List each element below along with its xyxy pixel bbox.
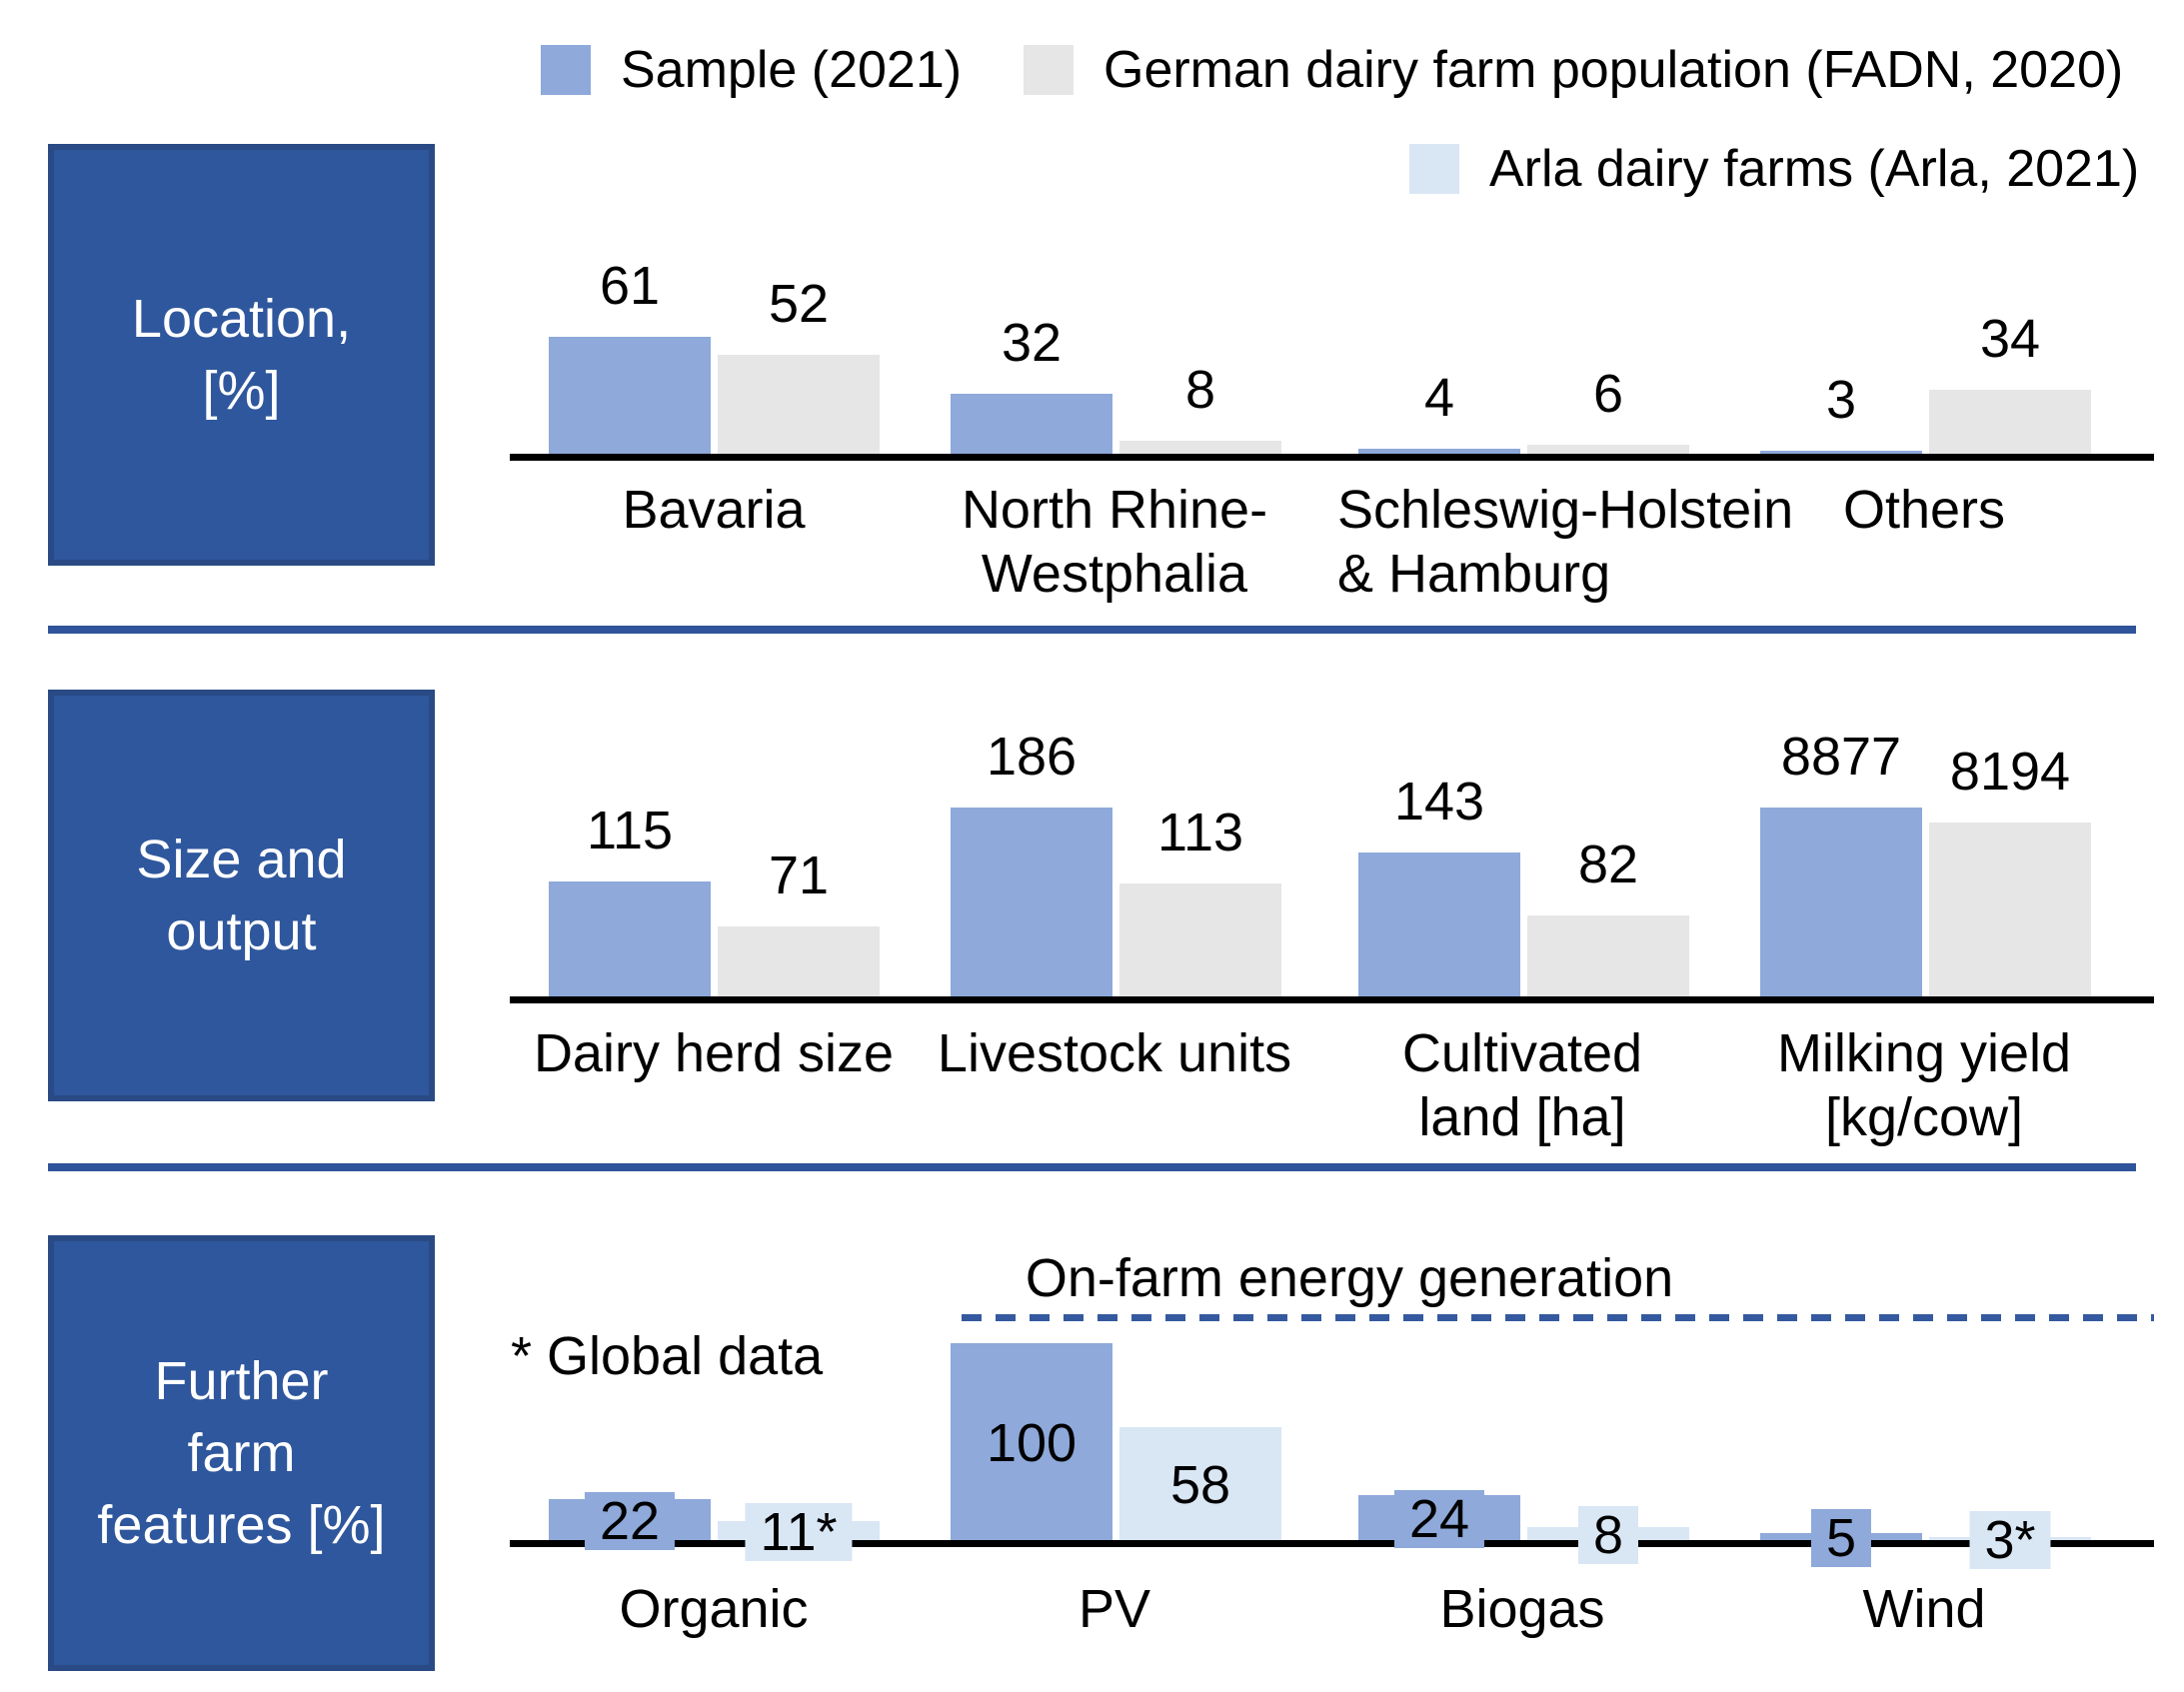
bar-value-label: 82 bbox=[1577, 835, 1639, 894]
bar-value-label: 11* bbox=[745, 1503, 853, 1561]
bar-value-label: 8 bbox=[1577, 1506, 1639, 1564]
panel-title-line: features [%] bbox=[97, 1495, 386, 1555]
category-label-line: PV bbox=[1078, 1579, 1151, 1639]
category-label: Livestock units bbox=[938, 1021, 1291, 1085]
bar-p2-g2-sample bbox=[951, 808, 1112, 999]
bar-value-label: 8194 bbox=[1949, 742, 2071, 802]
bar-value-label: 186 bbox=[986, 727, 1078, 787]
bar-p2-g4-fadn bbox=[1929, 823, 2091, 999]
legend-swatch-sample bbox=[541, 45, 591, 95]
category-label: PV bbox=[1079, 1577, 1150, 1641]
bar-value-label: 52 bbox=[768, 274, 830, 334]
energy-generation-dashed-line bbox=[962, 1314, 2154, 1321]
panel-title-line: Further bbox=[154, 1351, 329, 1411]
category-label: Schleswig-Holstein & Hamburg bbox=[1337, 478, 1793, 606]
axis-line bbox=[510, 1540, 2154, 1547]
bar-p1-g3-sample bbox=[1358, 449, 1520, 457]
legend-swatch-arla bbox=[1409, 144, 1459, 194]
section-divider bbox=[48, 626, 2136, 634]
bar-p1-g1-sample bbox=[549, 337, 711, 457]
bar-value-label: 115 bbox=[586, 801, 674, 860]
category-label: Biogas bbox=[1439, 1577, 1604, 1641]
category-label-line: Livestock units bbox=[937, 1023, 1292, 1083]
category-label-line: Schleswig-Holstein bbox=[1337, 480, 1794, 540]
bar-value-label: 6 bbox=[1592, 364, 1624, 424]
category-label-line: North Rhine- bbox=[961, 480, 1268, 540]
legend-label-fadn: German dairy farm population (FADN, 2020… bbox=[1103, 41, 2124, 99]
category-label: Cultivated land [ha] bbox=[1402, 1021, 1642, 1149]
category-label-line: & Hamburg bbox=[1337, 544, 1611, 604]
category-label: Bavaria bbox=[622, 478, 805, 542]
bar-value-label: 22 bbox=[584, 1492, 676, 1550]
bar-p1-g4-fadn bbox=[1929, 390, 2091, 457]
legend-item-fadn: German dairy farm population (FADN, 2020… bbox=[1024, 44, 2123, 96]
category-label-line: Milking yield bbox=[1776, 1023, 2072, 1083]
legend-label-arla: Arla dairy farms (Arla, 2021) bbox=[1489, 140, 2140, 198]
category-label-line: [kg/cow] bbox=[1824, 1087, 2024, 1147]
bar-value-label: 3 bbox=[1825, 370, 1857, 430]
panel-title-line: [%] bbox=[202, 361, 281, 421]
category-label-line: Westphalia bbox=[981, 544, 1248, 604]
bar-p2-g3-fadn bbox=[1527, 915, 1689, 999]
panel-title-line: output bbox=[166, 901, 317, 961]
category-label: Organic bbox=[619, 1577, 808, 1641]
category-label: Dairy herd size bbox=[534, 1021, 894, 1085]
legend-swatch-fadn bbox=[1024, 45, 1074, 95]
bar-p2-g1-sample bbox=[549, 881, 711, 999]
bar-p2-g2-fadn bbox=[1119, 883, 1281, 999]
panel-title-box-size-output: Size and output bbox=[48, 690, 435, 1101]
category-label-line: Bavaria bbox=[622, 480, 806, 540]
bar-value-label: 8 bbox=[1184, 360, 1216, 420]
panel-title-box-location: Location, [%] bbox=[48, 144, 435, 566]
bar-p1-g2-fadn bbox=[1119, 441, 1281, 457]
category-label: North Rhine- Westphalia bbox=[962, 478, 1267, 606]
bar-value-label: 34 bbox=[1979, 309, 2041, 369]
bar-value-label: 58 bbox=[1154, 1456, 1246, 1514]
bar-p1-g2-sample bbox=[951, 394, 1112, 457]
category-label: Milking yield [kg/cow] bbox=[1777, 1021, 2071, 1149]
panel-title-line: Size and bbox=[136, 830, 347, 889]
energy-generation-title: On-farm energy generation bbox=[1025, 1248, 1674, 1308]
legend-item-sample: Sample (2021) bbox=[541, 44, 962, 96]
category-label: Wind bbox=[1862, 1577, 1985, 1641]
bar-value-label: 8877 bbox=[1780, 727, 1902, 787]
category-label-line: Biogas bbox=[1439, 1579, 1605, 1639]
bar-value-label: 113 bbox=[1156, 803, 1244, 862]
bar-p2-g3-sample bbox=[1358, 852, 1520, 999]
category-label: Others bbox=[1843, 478, 2005, 542]
bar-value-label: 71 bbox=[768, 846, 830, 905]
global-data-note: * Global data bbox=[511, 1326, 824, 1386]
category-label-line: Cultivated bbox=[1401, 1023, 1643, 1083]
panel-title-line: farm bbox=[187, 1423, 296, 1483]
bar-value-label: 100 bbox=[971, 1414, 1092, 1472]
bar-p2-g1-fadn bbox=[718, 926, 880, 999]
bar-p2-g4-sample bbox=[1760, 808, 1922, 999]
bar-value-label: 4 bbox=[1423, 368, 1455, 428]
panel-title-box-farm-features: Further farm features [%] bbox=[48, 1235, 435, 1671]
panel-title-line: Location, bbox=[131, 289, 352, 349]
category-label-line: Dairy herd size bbox=[533, 1023, 895, 1083]
category-label-line: Wind bbox=[1862, 1579, 1986, 1639]
legend-label-sample: Sample (2021) bbox=[621, 41, 963, 99]
legend-item-arla: Arla dairy farms (Arla, 2021) bbox=[1409, 143, 2139, 195]
axis-line bbox=[510, 996, 2154, 1003]
bar-p1-g1-fadn bbox=[718, 355, 880, 457]
bar-value-label: 24 bbox=[1393, 1490, 1485, 1548]
bar-value-label: 32 bbox=[1001, 313, 1063, 373]
category-label-line: land [ha] bbox=[1418, 1087, 1626, 1147]
bar-value-label: 143 bbox=[1393, 772, 1485, 832]
bar-value-label: 61 bbox=[599, 256, 661, 316]
bar-value-label: 3* bbox=[1969, 1511, 2051, 1569]
category-label-line: Organic bbox=[619, 1579, 809, 1639]
category-label-line: Others bbox=[1842, 480, 2006, 540]
section-divider bbox=[48, 1163, 2136, 1171]
bar-value-label: 5 bbox=[1810, 1509, 1872, 1567]
axis-line bbox=[510, 454, 2154, 461]
